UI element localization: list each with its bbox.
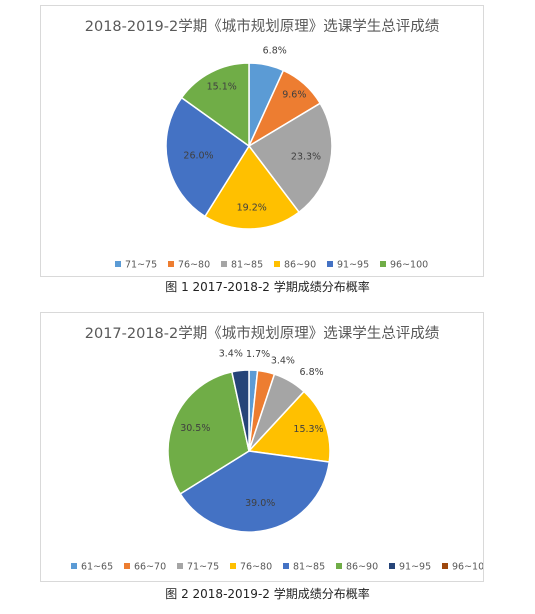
legend-swatch <box>71 563 77 569</box>
legend-entry-96~100: 96~100 <box>380 260 428 271</box>
figure-caption-1: 图 1 2017-2018-2 学期成绩分布概率 <box>165 280 370 294</box>
legend-swatch <box>389 563 395 569</box>
legend-swatch <box>327 261 333 267</box>
legend-label: 81~85 <box>231 260 263 271</box>
data-label: 3.4% <box>219 349 243 360</box>
legend-swatch <box>442 563 448 569</box>
legend-swatch <box>115 261 121 267</box>
legend-swatch <box>274 261 280 267</box>
legend-entry-71~75: 71~75 <box>115 260 157 271</box>
data-label: 15.1% <box>207 81 237 92</box>
legend-swatch <box>168 261 174 267</box>
legend-label: 86~90 <box>284 260 316 271</box>
legend-entry-86~90: 86~90 <box>274 260 316 271</box>
data-label: 6.8% <box>263 46 287 57</box>
data-label: 19.2% <box>237 203 267 214</box>
legend-swatch <box>230 563 236 569</box>
legend-label: 86~90 <box>346 562 378 573</box>
data-label: 30.5% <box>180 423 210 434</box>
legend-swatch <box>283 563 289 569</box>
data-label: 6.8% <box>300 367 324 378</box>
chart-panel-2: 2017-2018-2学期《城市规划原理》选课学生总评成绩 1.7% 3.4% 6.… <box>40 312 484 582</box>
legend-entry-91~95: 91~95 <box>389 562 431 573</box>
legend-entry-76~80: 76~80 <box>230 562 272 573</box>
pie-slice-86~90 <box>203 144 301 230</box>
legend-label: 66~70 <box>134 562 166 573</box>
legend-entry-96~100: 96~100 <box>442 562 483 573</box>
legend-label: 81~85 <box>293 562 325 573</box>
legend-entry-71~75: 71~75 <box>177 562 219 573</box>
legend-swatch <box>380 261 386 267</box>
chart-panel-1: 2018-2019-2学期《城市规划原理》选课学生总评成绩 6.8% 9.6% 23… <box>40 5 484 277</box>
legend-label: 96~100 <box>390 260 428 271</box>
pie-slice-76~80 <box>247 390 331 463</box>
legend-label: 71~75 <box>187 562 219 573</box>
figure-caption-2: 图 2 2018-2019-2 学期成绩分布概率 <box>165 587 370 601</box>
legend-entry-61~65: 61~65 <box>71 562 113 573</box>
data-label: 15.3% <box>293 424 323 435</box>
legend-label: 71~75 <box>125 260 157 271</box>
data-label: 26.0% <box>183 151 213 162</box>
legend-swatch <box>177 563 183 569</box>
legend-label: 76~80 <box>178 260 210 271</box>
legend-label: 91~95 <box>399 562 431 573</box>
data-label: 39.0% <box>245 498 275 509</box>
data-label: 9.6% <box>282 90 306 101</box>
legend-label: 76~80 <box>240 562 272 573</box>
legend-label: 96~100 <box>452 562 483 573</box>
legend-label: 61~65 <box>81 562 113 573</box>
legend-entry-81~85: 81~85 <box>283 562 325 573</box>
legend-entry-76~80: 76~80 <box>168 260 210 271</box>
data-label: 23.3% <box>291 152 321 163</box>
pie-chart-2: 1.7%3.4% 6.8% 15.3% 39.0% 30.5% 3.4% 61~65 66~7… <box>71 349 483 573</box>
legend-swatch <box>221 261 227 267</box>
chart-title: 2018-2019-2学期《城市规划原理》选课学生总评成绩 <box>84 19 440 35</box>
pie-slice-91~95 <box>230 369 250 452</box>
data-label: 1.7% <box>246 349 270 360</box>
pie-chart-1: 6.8% 9.6% 23.3% 19.2% 26.0% 15.1% 71~75 76~80 81… <box>115 46 428 271</box>
legend-label: 91~95 <box>337 260 369 271</box>
pie-slice-81~85 <box>247 102 333 214</box>
legend-entry-81~85: 81~85 <box>221 260 263 271</box>
legend-swatch <box>336 563 342 569</box>
pie-slice-91~95 <box>165 96 251 218</box>
legend-entry-86~90: 86~90 <box>336 562 378 573</box>
chart-title: 2017-2018-2学期《城市规划原理》选课学生总评成绩 <box>84 326 440 342</box>
legend-swatch <box>124 563 130 569</box>
pie-slice-96~100 <box>180 62 250 148</box>
pie-slice-86~90 <box>167 370 250 495</box>
legend-entry-66~70: 66~70 <box>124 562 166 573</box>
legend-entry-91~95: 91~95 <box>327 260 369 271</box>
data-label: 3.4% <box>271 356 295 367</box>
